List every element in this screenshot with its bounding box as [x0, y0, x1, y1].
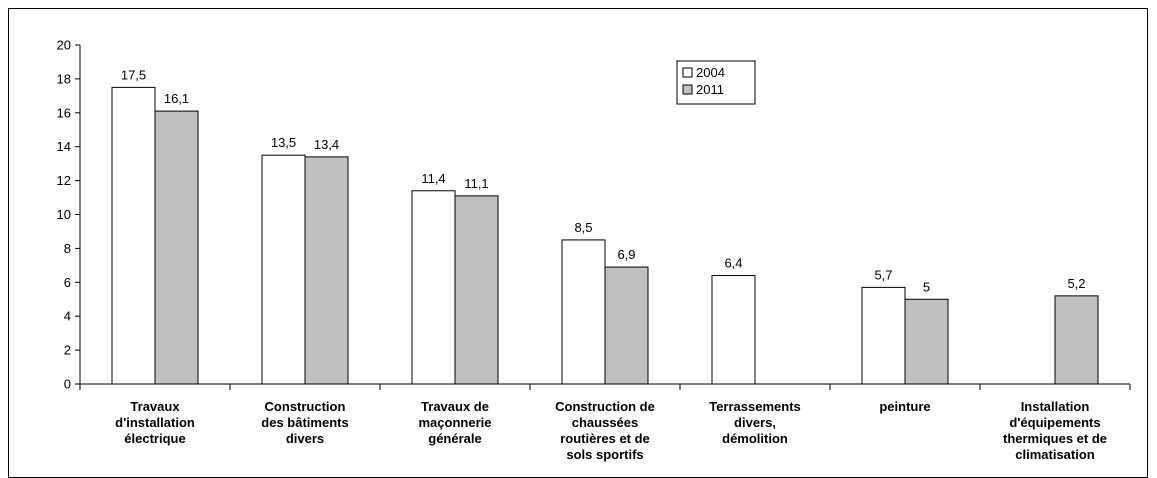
x-axis	[79, 383, 1131, 390]
y-tick-label: 20	[57, 38, 71, 53]
bar-2004-5	[861, 286, 906, 385]
y-tick-label: 16	[57, 105, 71, 120]
data-label-2004-4: 6,4	[724, 256, 742, 271]
category-label-4: Terrassements divers, démolition	[709, 399, 801, 446]
bar-2004-0	[111, 86, 156, 385]
bar-2011-5	[904, 298, 949, 385]
y-tick-label: 18	[57, 71, 71, 86]
category-label-3: Construction de chaussées routières et de s…	[555, 399, 655, 462]
y-tick-label: 8	[64, 241, 71, 256]
legend: 2004 2011	[676, 60, 756, 105]
data-label-2011-6: 5,2	[1067, 276, 1085, 291]
data-labels: 17,5 16,1 13,5 13,4 11,4 11,1 8,5 6,9 6,4 5,7 5 5,2	[121, 67, 1086, 294]
y-tick-label: 10	[57, 207, 71, 222]
data-label-2011-5: 5	[923, 279, 930, 294]
data-label-2004-1: 13,5	[271, 135, 296, 150]
legend-swatch-2011	[682, 84, 693, 95]
bars	[111, 86, 1099, 385]
y-tick-label: 4	[64, 309, 71, 324]
bar-2004-1	[261, 154, 306, 385]
y-tick-label: 12	[57, 173, 71, 188]
data-label-2004-0: 17,5	[121, 67, 146, 82]
bar-2011-6	[1054, 295, 1099, 385]
bar-2004-2	[411, 190, 456, 385]
y-tick-label: 6	[64, 275, 71, 290]
category-label-5: peinture	[879, 399, 930, 414]
y-tick-label: 2	[64, 343, 71, 358]
bar-2011-2	[454, 195, 499, 385]
data-label-2011-2: 11,1	[464, 176, 488, 191]
bar-2011-1	[304, 156, 349, 385]
category-label-6: Installation d'équipements thermiques et d…	[1003, 399, 1107, 462]
y-axis: 0 2 4 6 8 10 12 14 16 18 20	[57, 38, 81, 392]
category-labels: Travaux d'installation électrique Construct…	[115, 399, 1107, 462]
legend-label-2004: 2004	[696, 65, 725, 80]
bar-2004-4	[711, 275, 756, 385]
category-label-0: Travaux d'installation électrique	[115, 399, 195, 446]
data-label-2004-5: 5,7	[874, 267, 892, 282]
legend-label-2011: 2011	[696, 82, 724, 97]
data-label-2011-1: 13,4	[314, 137, 339, 152]
bar-2011-3	[604, 266, 649, 385]
y-tick-label: 0	[64, 377, 71, 392]
data-label-2011-0: 16,1	[164, 91, 189, 106]
y-tick-label: 14	[57, 139, 71, 154]
legend-swatch-2004	[682, 67, 693, 78]
bar-2011-0	[154, 110, 199, 385]
category-label-1: Construction des bâtiments divers	[261, 399, 348, 446]
data-label-2004-2: 11,4	[421, 171, 445, 186]
data-label-2004-3: 8,5	[574, 220, 592, 235]
data-label-2011-3: 6,9	[617, 247, 635, 262]
bar-2004-3	[561, 239, 606, 385]
category-label-2: Travaux de maçonnerie générale	[419, 399, 492, 446]
legend-box	[676, 60, 756, 105]
